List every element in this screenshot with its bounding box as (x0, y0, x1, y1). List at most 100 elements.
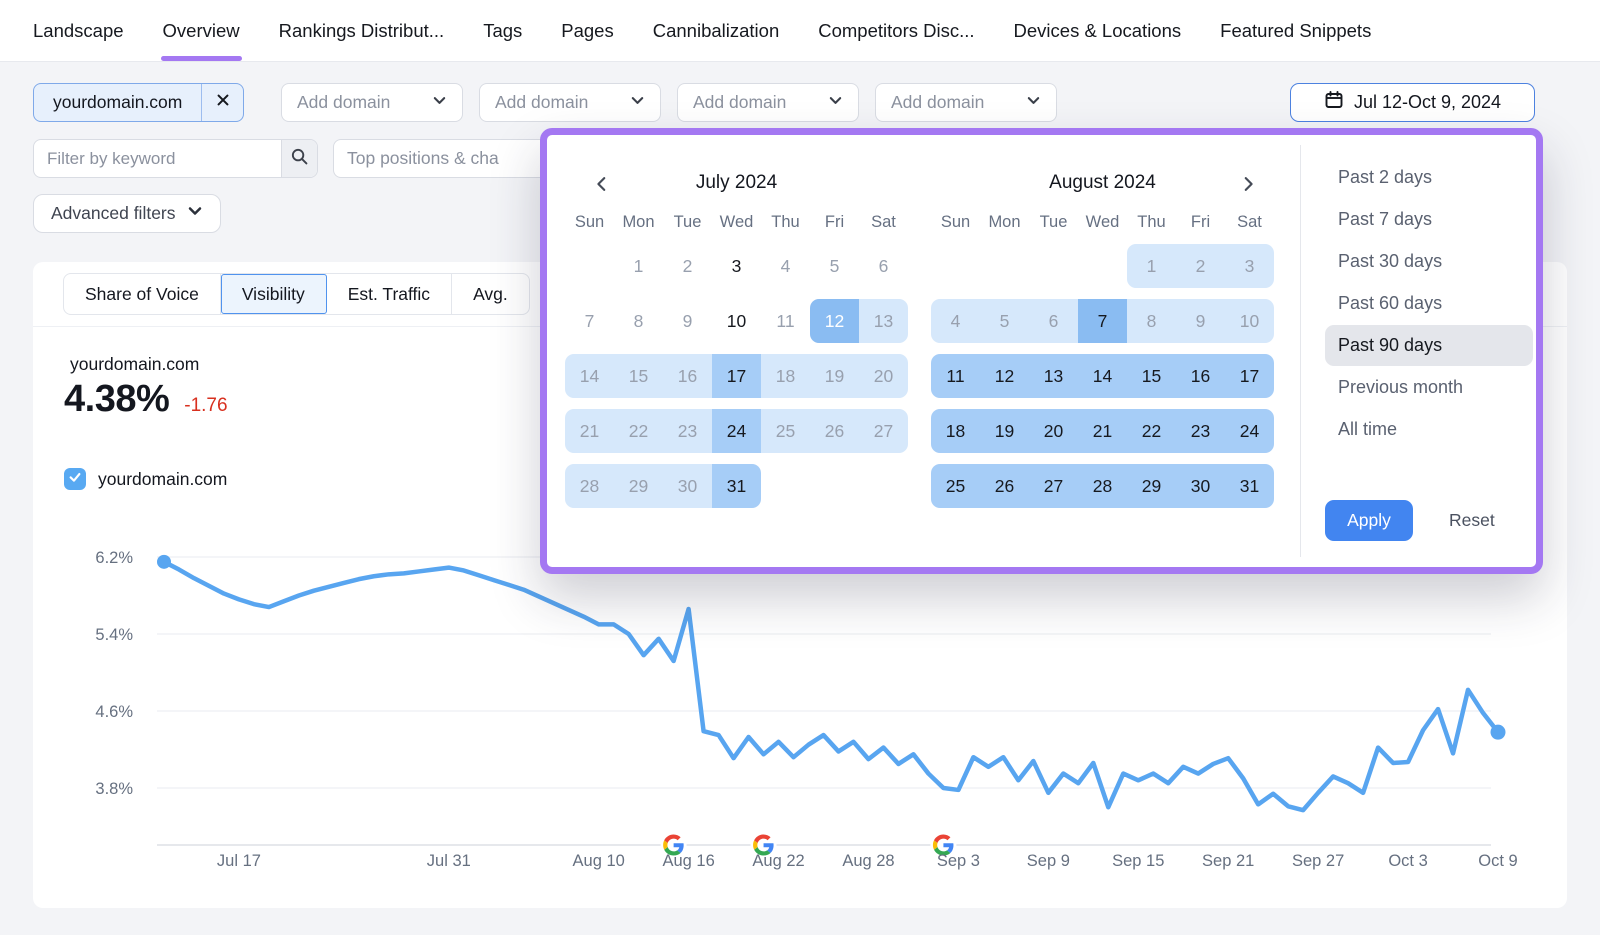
nav-tab-rankings-distribut[interactable]: Rankings Distribut... (278, 19, 445, 41)
calendar-day[interactable]: 16 (663, 354, 712, 398)
calendar-day[interactable]: 3 (1225, 244, 1274, 288)
metric-tab-share-of-voice[interactable]: Share of Voice (64, 274, 221, 314)
calendar-day[interactable]: 8 (1127, 299, 1176, 343)
calendar-day[interactable]: 26 (980, 464, 1029, 508)
calendar-day[interactable]: 23 (663, 409, 712, 453)
calendar-day[interactable]: 6 (878, 255, 889, 276)
calendar-day[interactable]: 13 (1029, 354, 1078, 398)
calendar-day[interactable]: 1 (633, 255, 644, 276)
calendar-day[interactable]: 10 (1225, 299, 1274, 343)
calendar-day[interactable]: 9 (682, 310, 693, 331)
calendar-day[interactable]: 30 (663, 464, 712, 508)
calendar-day[interactable]: 3 (731, 255, 742, 276)
add-domain-button-3[interactable]: Add domain (677, 83, 859, 122)
nav-tab-pages[interactable]: Pages (561, 19, 614, 41)
date-range-button[interactable]: Jul 12-Oct 9, 2024 (1290, 83, 1535, 122)
calendar-day[interactable]: 31 (1225, 464, 1274, 508)
preset-past-2-days[interactable]: Past 2 days (1338, 167, 1433, 187)
nav-tab-devices-locations[interactable]: Devices & Locations (1013, 19, 1182, 41)
reset-button[interactable]: Reset (1449, 510, 1495, 530)
apply-button[interactable]: Apply (1325, 500, 1413, 541)
calendar-day[interactable]: 2 (1176, 244, 1225, 288)
calendar-day-selected-start[interactable]: 12 (810, 299, 859, 343)
advanced-filters-button[interactable]: Advanced filters (33, 194, 221, 233)
calendar-day[interactable]: 11 (931, 354, 980, 398)
nav-tab-tags[interactable]: Tags (483, 19, 523, 41)
calendar-day[interactable]: 13 (859, 299, 908, 343)
nav-tab-landscape[interactable]: Landscape (33, 19, 124, 41)
metric-tab-est-traffic[interactable]: Est. Traffic (327, 274, 453, 314)
calendar-day[interactable]: 17 (712, 354, 761, 398)
google-update-icon[interactable] (663, 834, 684, 856)
calendar-day[interactable]: 31 (712, 464, 761, 508)
calendar-day[interactable]: 5 (980, 299, 1029, 343)
metric-tab-avg[interactable]: Avg. (473, 283, 508, 304)
calendar-day[interactable]: 7 (584, 310, 595, 331)
remove-domain-button[interactable] (201, 84, 243, 121)
calendar-day[interactable]: 29 (614, 464, 663, 508)
calendar-day[interactable]: 2 (682, 255, 693, 276)
calendar-day[interactable]: 18 (931, 409, 980, 453)
calendar-day[interactable]: 19 (810, 354, 859, 398)
calendar-next-button[interactable] (1233, 171, 1263, 201)
calendar-day[interactable]: 16 (1176, 354, 1225, 398)
nav-tab-cannibalization[interactable]: Cannibalization (652, 19, 780, 41)
nav-tab-overview[interactable]: Overview (160, 0, 242, 61)
preset-past-90-days[interactable]: Past 90 days (1325, 325, 1533, 366)
preset-all-time[interactable]: All time (1338, 419, 1398, 439)
calendar-day[interactable]: 27 (859, 409, 908, 453)
calendar-day[interactable]: 4 (931, 299, 980, 343)
calendar-day[interactable]: 8 (633, 310, 644, 331)
calendar-day[interactable]: 25 (931, 464, 980, 508)
calendar-day[interactable]: 17 (1225, 354, 1274, 398)
calendar-day[interactable]: 11 (776, 310, 795, 331)
calendar-day[interactable]: 14 (565, 354, 614, 398)
calendar-day[interactable]: 15 (614, 354, 663, 398)
calendar-day[interactable]: 24 (712, 409, 761, 453)
google-update-icon[interactable] (753, 834, 774, 856)
calendar-day[interactable]: 4 (780, 255, 791, 276)
calendar-day[interactable]: 30 (1176, 464, 1225, 508)
series-checkbox[interactable] (64, 468, 86, 490)
calendar-day[interactable]: 20 (859, 354, 908, 398)
calendar-day[interactable]: 28 (1078, 464, 1127, 508)
add-domain-button-4[interactable]: Add domain (875, 83, 1057, 122)
calendar-day[interactable]: 23 (1176, 409, 1225, 453)
preset-past-60-days[interactable]: Past 60 days (1338, 293, 1443, 313)
calendar-day[interactable]: 21 (1078, 409, 1127, 453)
calendar-day[interactable]: 22 (614, 409, 663, 453)
calendar-day[interactable]: 6 (1029, 299, 1078, 343)
calendar-day[interactable]: 20 (1029, 409, 1078, 453)
calendar-day[interactable]: 21 (565, 409, 614, 453)
calendar-day[interactable]: 12 (980, 354, 1029, 398)
calendar-day[interactable]: 28 (565, 464, 614, 508)
add-domain-button-1[interactable]: Add domain (281, 83, 463, 122)
calendar-day[interactable]: 1 (1127, 244, 1176, 288)
calendar-day[interactable]: 25 (761, 409, 810, 453)
calendar-day[interactable]: 9 (1176, 299, 1225, 343)
calendar-day[interactable]: 7 (1078, 299, 1127, 343)
calendar-day[interactable]: 18 (761, 354, 810, 398)
preset-past-30-days[interactable]: Past 30 days (1338, 251, 1443, 271)
calendar-day[interactable]: 27 (1029, 464, 1078, 508)
add-domain-button-2[interactable]: Add domain (479, 83, 661, 122)
nav-tab-featured-snippets[interactable]: Featured Snippets (1220, 19, 1372, 41)
preset-past-7-days[interactable]: Past 7 days (1338, 209, 1433, 229)
calendar-prev-button[interactable] (587, 171, 617, 201)
calendar-day[interactable]: 29 (1127, 464, 1176, 508)
calendar-day[interactable]: 15 (1127, 354, 1176, 398)
keyword-search-button[interactable] (281, 140, 317, 177)
google-update-icon[interactable] (932, 834, 954, 856)
calendar-day[interactable]: 22 (1127, 409, 1176, 453)
domain-chip[interactable]: yourdomain.com (33, 83, 245, 122)
calendar-day[interactable]: 19 (980, 409, 1029, 453)
metric-tab-visibility[interactable]: Visibility (220, 274, 327, 314)
calendar-day[interactable]: 5 (829, 255, 840, 276)
calendar-day[interactable]: 10 (726, 310, 747, 331)
calendar-day[interactable]: 24 (1225, 409, 1274, 453)
calendar-day[interactable]: 14 (1078, 354, 1127, 398)
calendar-day[interactable]: 26 (810, 409, 859, 453)
nav-tab-competitors-disc[interactable]: Competitors Disc... (818, 19, 975, 41)
preset-previous-month[interactable]: Previous month (1338, 377, 1464, 397)
keyword-filter-input[interactable] (34, 140, 281, 177)
